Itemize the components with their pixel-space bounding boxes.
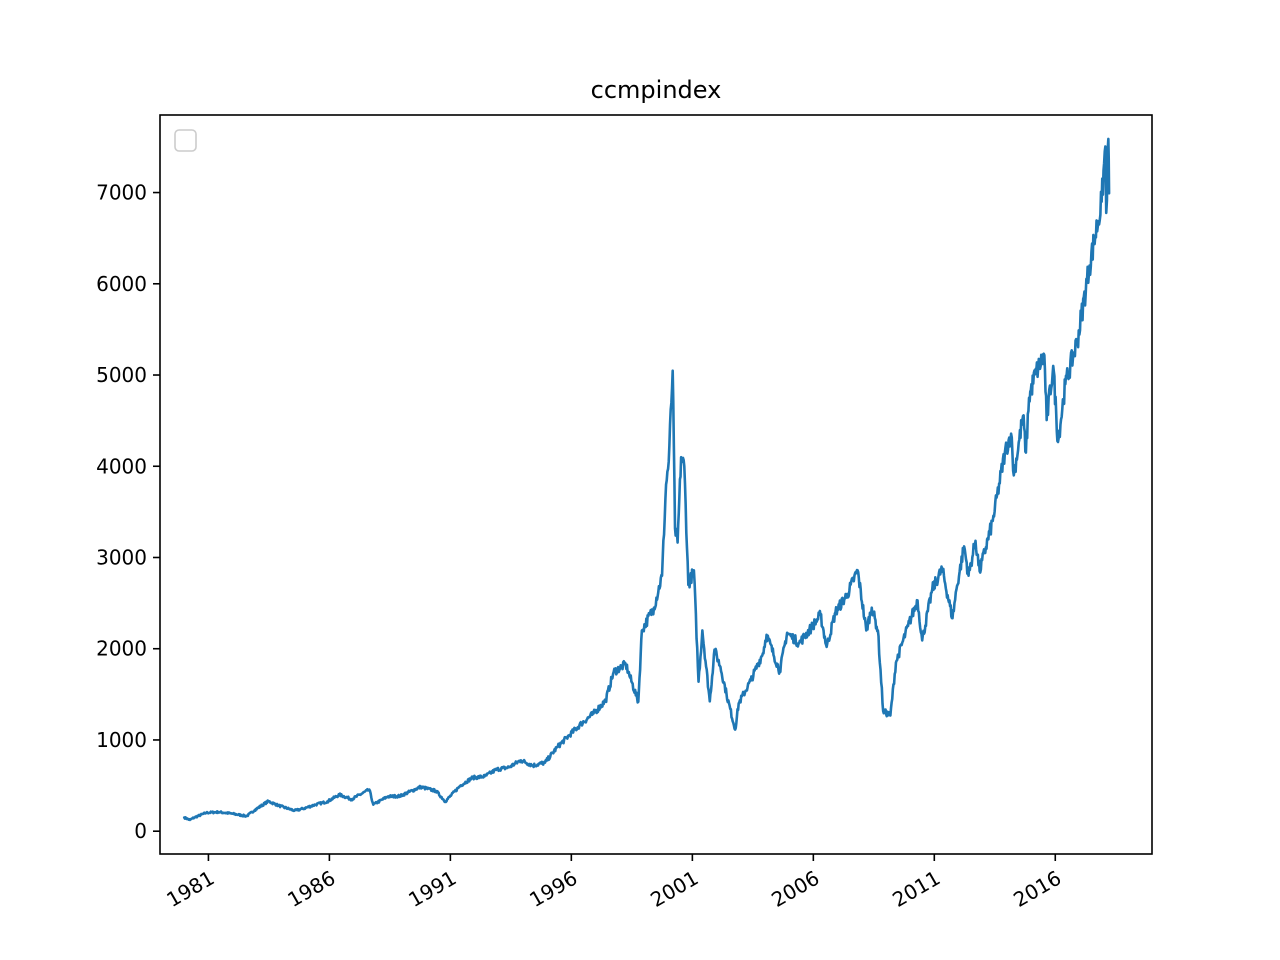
legend-box bbox=[174, 129, 197, 152]
series-layer bbox=[182, 137, 1111, 822]
legend bbox=[174, 129, 197, 152]
y-tick-label: 5000 bbox=[96, 363, 147, 387]
y-tick-label: 7000 bbox=[96, 181, 147, 205]
y-tick-label: 6000 bbox=[96, 272, 147, 296]
series-line-0 bbox=[182, 137, 1111, 822]
y-tick-label: 1000 bbox=[96, 728, 147, 752]
y-tick-label: 4000 bbox=[96, 454, 147, 478]
y-tick-label: 3000 bbox=[96, 545, 147, 569]
y-tick-label: 0 bbox=[134, 819, 147, 843]
axes-frame bbox=[159, 114, 1153, 855]
y-axis-ticks: 0 1000 2000 3000 4000 5000 6000 7000 bbox=[96, 181, 160, 843]
chart-title: ccmpindex bbox=[591, 76, 722, 104]
y-tick-label: 2000 bbox=[96, 637, 147, 661]
